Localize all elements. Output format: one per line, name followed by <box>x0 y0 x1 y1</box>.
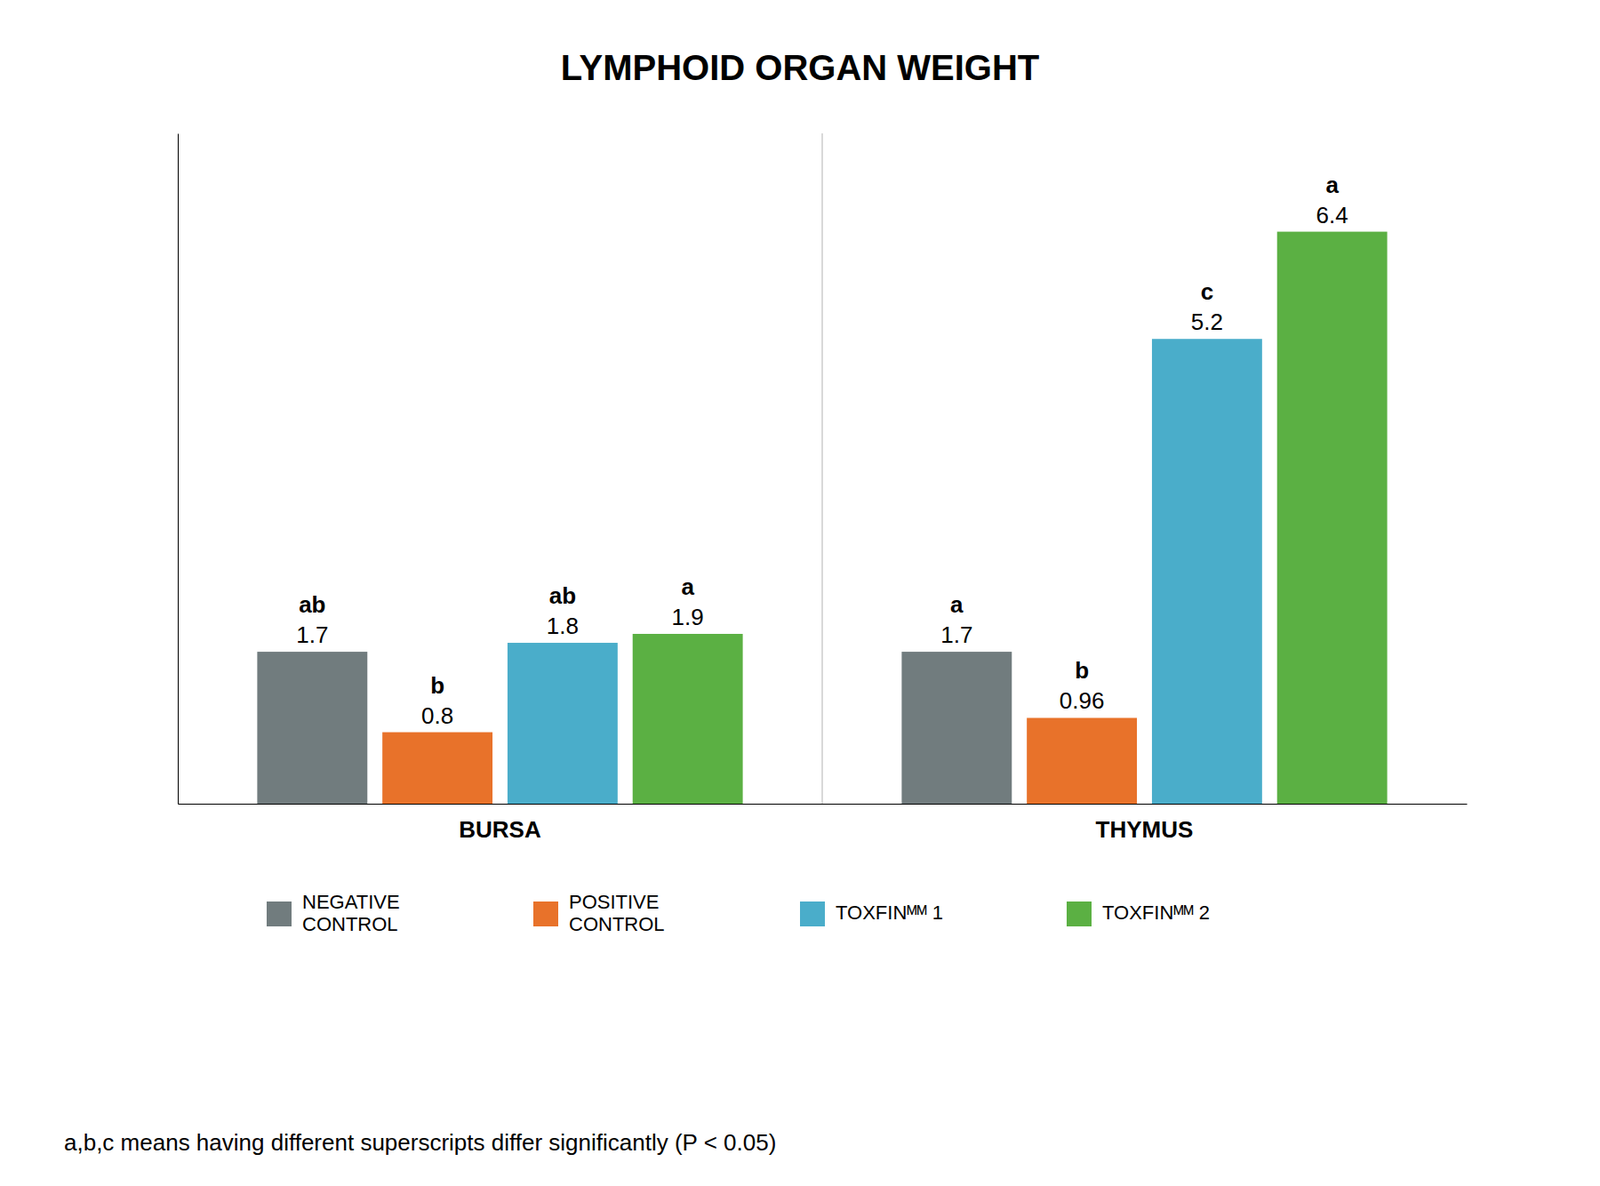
superscript-label: c <box>1200 278 1214 305</box>
bar <box>382 732 493 804</box>
x-tick: THYMUS <box>1096 803 1194 843</box>
legend-swatch <box>1066 901 1092 927</box>
bar <box>1277 232 1388 804</box>
superscript-label: ab <box>298 591 326 618</box>
bar <box>507 642 618 804</box>
data-label: 1.9 <box>672 603 704 631</box>
x-tick: BURSA <box>458 803 542 843</box>
superscript-label: b <box>1074 656 1089 684</box>
title: LYMPHOID ORGAN WEIGHT <box>560 48 1040 88</box>
bar <box>632 633 744 804</box>
legend-label: NEGATIVECONTROL <box>302 890 400 936</box>
x-axis-line <box>178 803 1468 805</box>
data-label: 1.7 <box>296 621 328 648</box>
x-tick-label: BURSA <box>458 816 542 843</box>
data-label: 5.2 <box>1191 308 1224 336</box>
superscript-label: ab <box>549 582 576 609</box>
data-label: 1.7 <box>940 621 973 648</box>
bar <box>901 651 1012 804</box>
legend-item: TOXFINᴹᴹ 2 <box>1066 901 1210 927</box>
legend-label: TOXFINᴹᴹ 1 <box>835 901 944 924</box>
legend-label: TOXFINᴹᴹ 2 <box>1102 901 1210 924</box>
legend-item: NEGATIVECONTROL <box>266 890 400 936</box>
x-axis: BURSA THYMUS <box>178 803 1468 843</box>
legend-item: TOXFINᴹᴹ 1 <box>800 901 944 927</box>
bars <box>256 232 1387 804</box>
legend-swatch <box>266 901 292 927</box>
group-divider <box>821 133 824 804</box>
legend-swatch <box>800 901 825 927</box>
legend-swatch <box>533 901 559 927</box>
x-tick-label: THYMUS <box>1096 816 1194 843</box>
superscript-label: b <box>430 672 445 699</box>
y-axis-line <box>177 134 179 805</box>
legend-item: POSITIVECONTROL <box>533 890 665 936</box>
chart: LYMPHOID ORGAN WEIGHT 1.7 1.7 0.8 0.96 1.8 5.2… <box>0 0 1600 1186</box>
superscript-label: a <box>680 573 695 600</box>
superscript-label: a <box>950 591 964 618</box>
data-label: 0.96 <box>1059 687 1105 714</box>
data-label: 0.8 <box>421 702 454 729</box>
data-label: 6.4 <box>1316 201 1349 229</box>
footnote: a,b,c means having different superscript… <box>64 1128 776 1156</box>
superscript-label: a <box>1325 171 1339 199</box>
labels: 1.71.70.80.961.85.21.96.4ababbabcaa <box>296 171 1348 729</box>
data-label: 1.8 <box>546 612 579 640</box>
plot: 1.71.70.80.961.85.21.96.4ababbabcaaBURSA… <box>178 133 1468 843</box>
bar <box>1026 717 1137 804</box>
legend: NEGATIVECONTROL POSITIVECONTROL TOXFINᴹᴹ 1… <box>266 890 1210 936</box>
y-axis <box>177 134 179 805</box>
bar <box>1152 338 1263 804</box>
bar <box>256 651 368 804</box>
legend-label: POSITIVECONTROL <box>568 890 665 936</box>
